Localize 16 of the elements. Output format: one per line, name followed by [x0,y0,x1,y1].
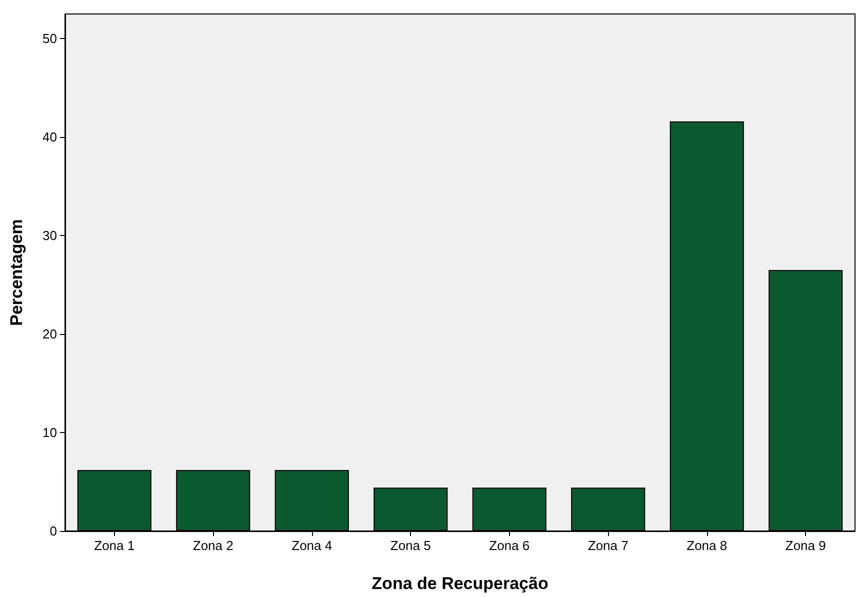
y-tick-label: 30 [42,228,57,244]
x-tick-label: Zona 8 [686,538,728,553]
y-tick-label: 50 [42,31,57,46]
x-tick-label: Zona 9 [785,538,826,553]
y-tick-label: 20 [42,326,57,342]
x-tick-label: Zona 1 [94,538,135,553]
y-tick-label: 0 [50,524,57,538]
x-tick-label: Zona 2 [192,538,234,553]
x-tick-label: Zona 4 [292,538,332,553]
x-tick-label: Zona 5 [390,538,431,553]
x-tick-label: Zona 7 [588,538,628,553]
x-tick-label: Zona 6 [489,538,530,553]
y-tick-label: 40 [42,130,57,145]
y-axis-title: Percentagem [7,219,26,326]
x-axis-title: Zona de Recuperação [372,574,548,593]
y-tick-label: 10 [42,425,57,440]
